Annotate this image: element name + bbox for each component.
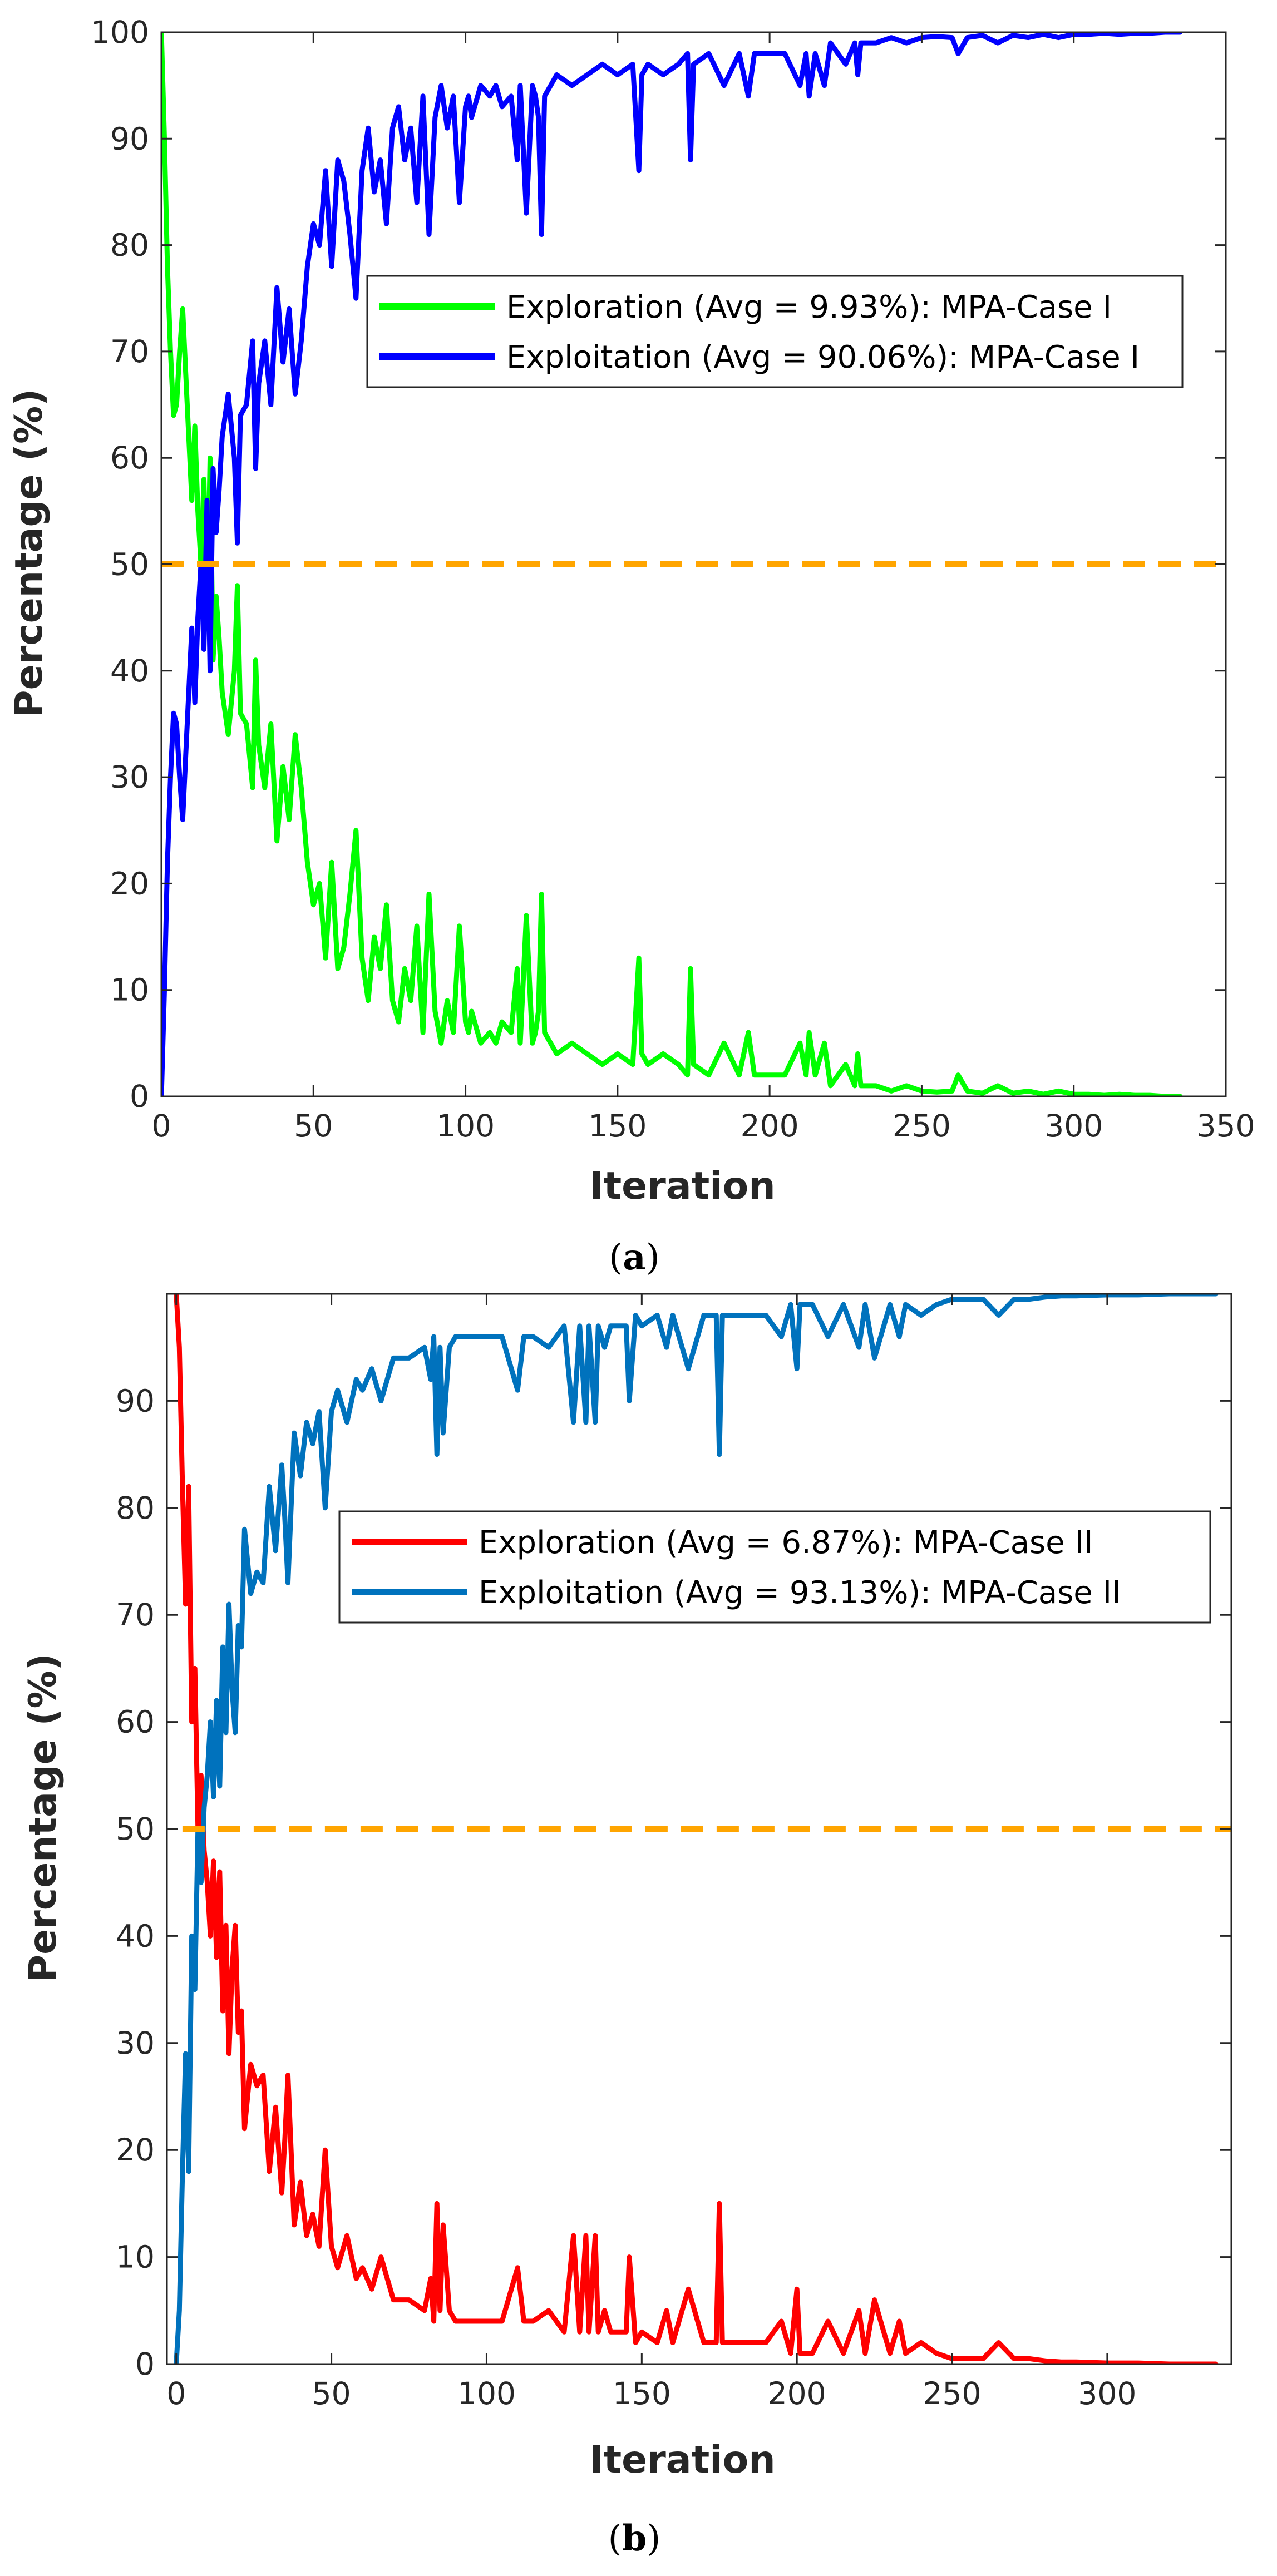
legend: Exploration (Avg = 9.93%): MPA-Case I Exp… — [366, 275, 1184, 388]
y-tick-label: 60 — [110, 440, 149, 476]
x-tick-label: 300 — [1044, 1108, 1103, 1144]
y-axis-label: Percentage (%) — [21, 1653, 65, 1982]
y-tick-label: 30 — [116, 2025, 155, 2061]
panel-caption: (a) — [609, 1237, 659, 1278]
y-tick-label: 50 — [110, 547, 149, 582]
series-line-exploitation — [174, 1294, 1219, 2364]
y-tick-label: 100 — [91, 14, 149, 50]
x-tick-label: 250 — [893, 1108, 951, 1144]
legend-entry: Exploration (Avg = 6.87%): MPA-Case II — [479, 1525, 1093, 1561]
caption-letter: a — [623, 1237, 645, 1278]
y-tick-label: 70 — [116, 1597, 155, 1633]
x-tick-label: 300 — [1078, 2376, 1136, 2411]
y-tick-label: 80 — [110, 228, 149, 263]
series-line-exploitation — [161, 32, 1183, 1096]
x-tick-label: 200 — [768, 2376, 826, 2411]
y-tick-label: 70 — [110, 334, 149, 369]
legend-box — [366, 275, 1184, 388]
y-tick-label: 50 — [116, 1811, 155, 1847]
x-tick-label: 0 — [152, 1108, 171, 1144]
y-tick-label: 60 — [116, 1704, 155, 1740]
caption-open: ( — [608, 2518, 622, 2559]
caption-close: ) — [646, 1237, 660, 1278]
x-tick-label: 150 — [613, 2376, 671, 2411]
x-tick-label: 100 — [457, 2376, 516, 2411]
y-axis-label: Percentage (%) — [7, 389, 51, 718]
y-tick-label: 10 — [116, 2239, 155, 2275]
x-axis-label: Iteration — [589, 1164, 775, 1208]
y-tick-label: 80 — [116, 1490, 155, 1526]
y-tick-label: 90 — [116, 1383, 155, 1418]
y-tick-label: 0 — [130, 1079, 149, 1114]
legend-entry: Exploitation (Avg = 90.06%): MPA-Case I — [506, 339, 1140, 375]
y-tick-label: 20 — [116, 2132, 155, 2168]
y-tick-label: 40 — [116, 1918, 155, 1954]
panel-a: 0 50 100 150 200 250 300 350 0 10 20 30 40 50 60 70 80 90… — [7, 14, 1255, 1278]
caption-open: ( — [609, 1237, 623, 1278]
series-group — [161, 32, 1183, 1096]
y-tick-label: 90 — [110, 121, 149, 156]
series-group — [174, 1294, 1219, 2364]
x-tick-label: 150 — [588, 1108, 647, 1144]
y-tick-label: 10 — [110, 972, 149, 1008]
legend-entry: Exploitation (Avg = 93.13%): MPA-Case II — [479, 1575, 1121, 1611]
caption-letter: b — [622, 2518, 647, 2559]
panel-b: 0 50 100 150 200 250 300 0 10 20 30 40 50 60 70 80 90 Ite… — [21, 1293, 1232, 2559]
legend-box — [338, 1510, 1211, 1624]
legend: Exploration (Avg = 6.87%): MPA-Case II Ex… — [338, 1510, 1211, 1624]
y-tick-label: 40 — [110, 653, 149, 689]
x-tick-label: 0 — [166, 2376, 186, 2411]
x-tick-label: 100 — [436, 1108, 495, 1144]
y-tick-label: 20 — [110, 866, 149, 901]
caption-close: ) — [647, 2518, 660, 2559]
series-line-exploration — [161, 32, 1183, 1096]
x-axis-label: Iteration — [589, 2438, 775, 2482]
x-tick-label: 250 — [923, 2376, 982, 2411]
y-tick-label: 30 — [110, 759, 149, 795]
x-tick-label: 350 — [1197, 1108, 1255, 1144]
legend-entry: Exploration (Avg = 9.93%): MPA-Case I — [506, 289, 1112, 325]
y-tick-label: 0 — [135, 2346, 155, 2382]
panel-caption: (b) — [608, 2518, 661, 2559]
x-tick-label: 50 — [312, 2376, 351, 2411]
x-tick-label: 200 — [741, 1108, 799, 1144]
x-tick-label: 50 — [294, 1108, 333, 1144]
series-line-exploration — [174, 1294, 1219, 2364]
